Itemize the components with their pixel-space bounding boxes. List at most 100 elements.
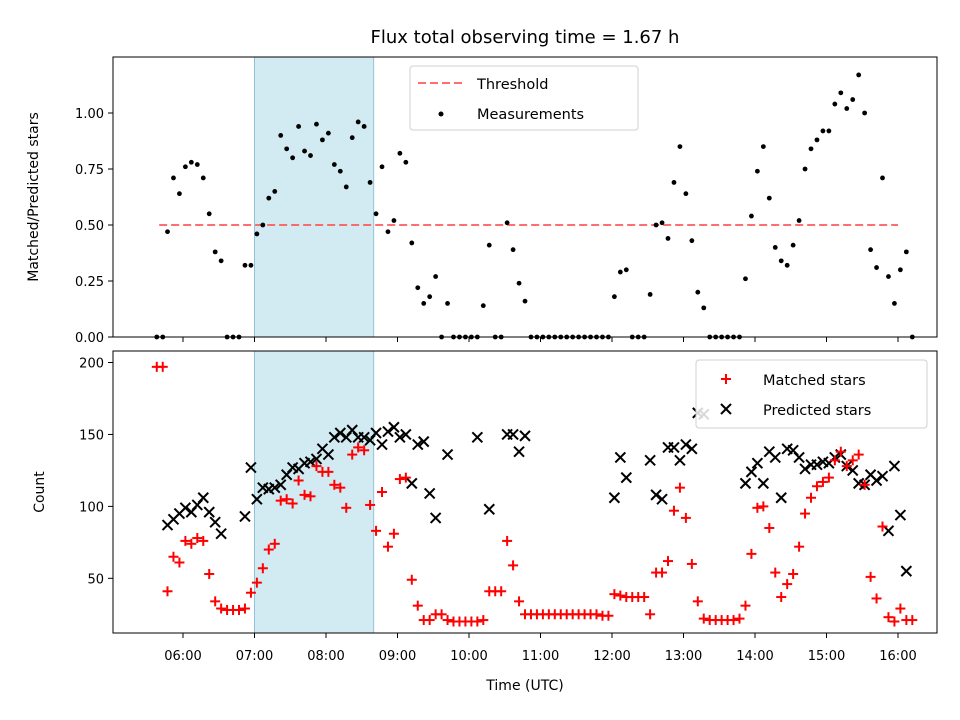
top-panel: 0.00 0.25 0.50 0.75 1.00 Matched/Predicted s… bbox=[26, 56, 938, 346]
predicted-stars-point bbox=[483, 503, 495, 515]
measurement-point bbox=[802, 166, 808, 172]
measurement-point bbox=[242, 262, 248, 268]
predicted-stars-point bbox=[382, 425, 394, 438]
measurement-point bbox=[510, 247, 516, 253]
measurement-point bbox=[367, 180, 373, 185]
measurement-point bbox=[689, 238, 695, 244]
predicted-stars-point bbox=[203, 506, 215, 518]
top-y-ticks: 0.00 0.25 0.50 0.75 1.00 bbox=[75, 107, 113, 346]
matched-stars-point bbox=[323, 466, 334, 477]
measurement-point bbox=[171, 175, 176, 181]
measurement-point bbox=[421, 301, 427, 306]
predicted-stars-point bbox=[900, 565, 913, 577]
measurement-point bbox=[212, 249, 218, 255]
measurement-point bbox=[677, 144, 683, 150]
predicted-stars-point bbox=[793, 451, 805, 464]
predicted-stars-point bbox=[215, 528, 227, 540]
matched-stars-point bbox=[365, 499, 376, 510]
predicted-stars-point bbox=[674, 454, 686, 467]
matched-stars-point bbox=[239, 603, 250, 614]
measurement-point bbox=[427, 294, 433, 300]
matched-stars-point bbox=[388, 528, 399, 539]
matched-stars-point bbox=[204, 569, 215, 580]
matched-stars-point bbox=[657, 567, 668, 578]
predicted-stars-point bbox=[686, 443, 698, 455]
measurement-point bbox=[695, 289, 701, 295]
matched-stars-point bbox=[341, 502, 352, 513]
measurement-point bbox=[808, 146, 814, 152]
matched-stars-point bbox=[847, 455, 858, 466]
predicted-stars-point bbox=[656, 493, 668, 505]
measurement-point bbox=[880, 175, 885, 181]
matched-stars-point bbox=[287, 498, 298, 509]
measurement-point bbox=[868, 247, 873, 253]
predicted-stars-point bbox=[757, 477, 770, 490]
measurement-point bbox=[206, 211, 212, 217]
top-legend: Threshold Measurements bbox=[409, 65, 639, 131]
chart-title: Flux total observing time = 1.67 h bbox=[371, 27, 680, 48]
predicted-stars-point bbox=[888, 460, 901, 472]
matched-stars-point bbox=[680, 512, 691, 523]
predicted-stars-point bbox=[179, 502, 192, 514]
bottom-y-tick-label: 50 bbox=[87, 572, 104, 587]
measurement-point bbox=[838, 90, 844, 96]
x-tick-label: 08:00 bbox=[307, 649, 344, 664]
measurement-point bbox=[844, 106, 850, 111]
predicted-stars-point bbox=[608, 492, 621, 504]
predicted-stars-point bbox=[245, 461, 257, 474]
matched-stars-point bbox=[234, 604, 245, 615]
measurement-point bbox=[194, 162, 200, 167]
matched-stars-point bbox=[180, 535, 191, 546]
matched-stars-point bbox=[186, 538, 197, 549]
measurement-point bbox=[218, 258, 224, 264]
measurement-point bbox=[260, 222, 266, 228]
measurement-point bbox=[165, 229, 170, 235]
x-tick-label: 14:00 bbox=[736, 649, 773, 664]
predicted-stars-point bbox=[894, 509, 907, 521]
matched-stars-point bbox=[508, 560, 519, 571]
matched-stars-point bbox=[514, 596, 525, 607]
matched-stars-points bbox=[151, 361, 918, 627]
matched-stars-point bbox=[347, 449, 358, 460]
predicted-stars-point bbox=[644, 454, 656, 467]
matched-stars-point bbox=[865, 571, 876, 582]
measurement-point bbox=[504, 220, 510, 226]
measurement-point bbox=[355, 119, 361, 125]
predicted-stars-point bbox=[799, 463, 811, 475]
matched-stars-point bbox=[788, 569, 799, 580]
bottom-axes-frame bbox=[112, 350, 938, 634]
predicted-stars-point bbox=[334, 427, 347, 439]
bottom-y-tick-label: 200 bbox=[79, 357, 104, 372]
predicted-stars-point bbox=[406, 477, 418, 490]
predicted-stars-point bbox=[370, 427, 382, 439]
predicted-stars-point bbox=[388, 421, 400, 433]
measurement-point bbox=[415, 285, 421, 291]
measurement-point bbox=[701, 305, 707, 311]
matched-stars-point bbox=[776, 592, 787, 603]
measurement-point bbox=[856, 72, 862, 78]
measurement-point bbox=[403, 159, 409, 165]
matched-stars-point bbox=[674, 482, 685, 493]
matched-stars-point bbox=[615, 590, 626, 601]
matched-stars-point bbox=[210, 596, 221, 607]
matched-stars-point bbox=[198, 535, 209, 546]
measurement-point bbox=[308, 153, 313, 158]
top-y-tick-label: 1.00 bbox=[75, 107, 104, 122]
measurement-point bbox=[778, 258, 784, 264]
predicted-stars-point bbox=[310, 453, 323, 465]
predicted-stars-point bbox=[650, 489, 662, 501]
predicted-stars-point bbox=[239, 510, 251, 523]
top-y-tick-label: 0.25 bbox=[75, 275, 104, 290]
top-y-tick-label: 0.00 bbox=[75, 331, 104, 346]
legend-matched-label: Matched stars bbox=[763, 373, 866, 389]
matched-stars-point bbox=[698, 613, 709, 624]
measurement-point bbox=[397, 150, 403, 156]
matched-stars-point bbox=[382, 541, 393, 552]
legend-measurements-swatch bbox=[438, 111, 444, 117]
bottom-legend: Matched stars Predicted stars bbox=[695, 359, 928, 429]
matched-stars-point bbox=[859, 479, 870, 490]
matched-stars-point bbox=[442, 615, 453, 626]
measurement-point bbox=[611, 294, 617, 300]
matched-stars-point bbox=[436, 609, 447, 620]
matched-stars-point bbox=[305, 491, 316, 502]
